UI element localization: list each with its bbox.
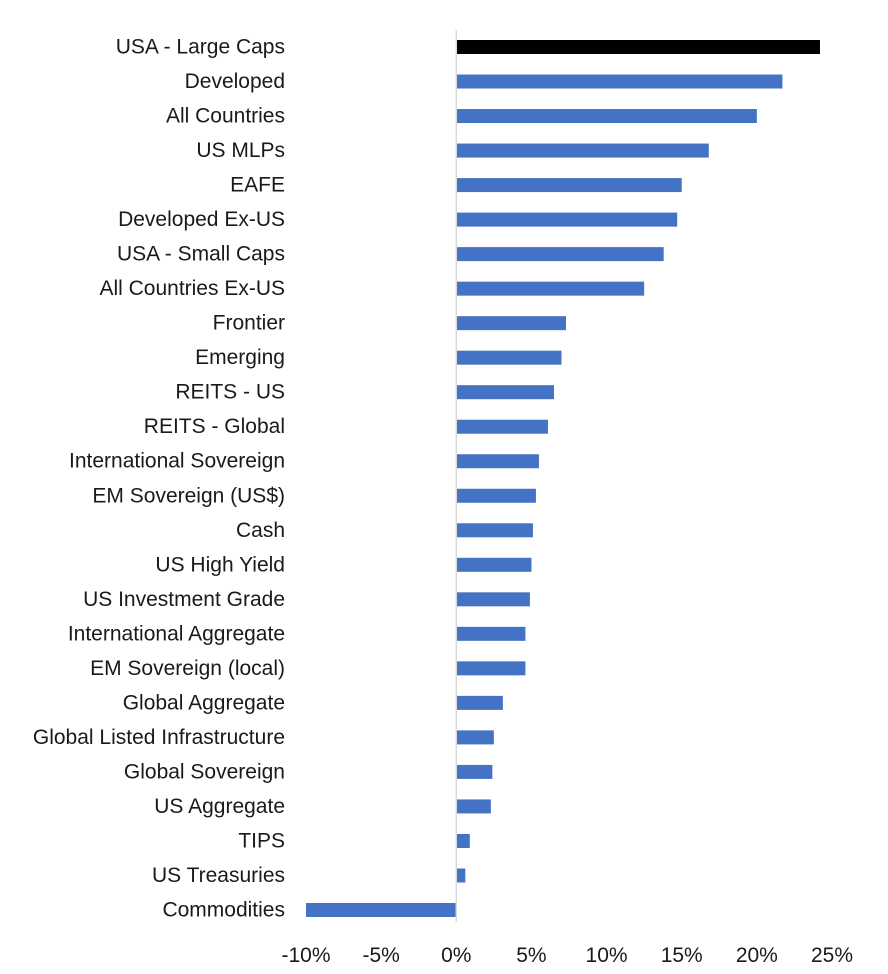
bar-international-aggregate xyxy=(456,626,526,641)
bar-developed xyxy=(456,74,783,89)
category-label: Cash xyxy=(236,519,285,542)
bar-global-sovereign xyxy=(456,764,493,779)
category-label: USA - Small Caps xyxy=(117,243,285,266)
category-label: Emerging xyxy=(195,346,285,369)
category-label: International Sovereign xyxy=(69,450,285,473)
bar-developed-ex-us xyxy=(456,212,678,227)
bar-us-aggregate xyxy=(456,799,491,814)
bar-international-sovereign xyxy=(456,454,539,469)
bar-cash xyxy=(456,523,533,538)
bar-reits-global xyxy=(456,419,548,434)
bar-all-countries xyxy=(456,109,757,124)
category-label: All Countries Ex-US xyxy=(99,277,285,300)
bar-us-investment-grade xyxy=(456,592,530,607)
bar-eafe xyxy=(456,178,682,193)
category-label: REITS - US xyxy=(175,381,285,404)
category-label: Frontier xyxy=(213,312,285,335)
category-label: EM Sovereign (local) xyxy=(90,657,285,680)
category-label: Global Listed Infrastructure xyxy=(33,726,285,749)
bar-emerging xyxy=(456,350,562,365)
x-tick-label: -5% xyxy=(362,944,399,967)
category-label: Developed xyxy=(185,70,285,93)
bar-frontier xyxy=(456,316,566,331)
x-tick-label: 20% xyxy=(736,944,778,967)
bar-all-countries-ex-us xyxy=(456,281,645,296)
bar-us-mlps xyxy=(456,143,709,158)
bar-reits-us xyxy=(456,385,554,400)
bar-global-aggregate xyxy=(456,695,503,710)
x-tick-label: 10% xyxy=(586,944,628,967)
category-label: US Treasuries xyxy=(152,864,285,887)
category-label: US MLPs xyxy=(196,139,285,162)
category-label: EAFE xyxy=(230,174,285,197)
category-label: International Aggregate xyxy=(68,622,285,645)
bars-group xyxy=(306,40,820,917)
category-label: Global Sovereign xyxy=(124,760,285,783)
category-label: Developed Ex-US xyxy=(118,208,285,231)
x-tick-label: -10% xyxy=(281,944,330,967)
bar-usa-small-caps xyxy=(456,247,664,262)
category-label: TIPS xyxy=(238,829,285,852)
x-tick-label: 15% xyxy=(661,944,703,967)
bar-tips xyxy=(456,833,470,848)
bar-commodities xyxy=(306,903,457,917)
bar-global-listed-infrastructure xyxy=(456,730,494,745)
bar-em-sovereign-local xyxy=(456,661,526,676)
x-tick-label: 25% xyxy=(811,944,853,967)
x-tick-label: 0% xyxy=(441,944,471,967)
category-labels: USA - Large Caps Developed All Countries US… xyxy=(33,36,285,922)
category-label: US High Yield xyxy=(155,553,285,576)
category-label: Commodities xyxy=(162,899,285,922)
x-tick-label: 5% xyxy=(516,944,546,967)
category-label: All Countries xyxy=(166,105,285,128)
category-label: REITS - Global xyxy=(144,415,285,438)
category-label: US Aggregate xyxy=(154,795,285,818)
bar-em-sovereign-us xyxy=(456,488,536,503)
bar-us-high-yield xyxy=(456,557,532,572)
bar-us-treasuries xyxy=(456,868,466,883)
bar-usa-large-caps xyxy=(456,40,820,54)
category-label: US Investment Grade xyxy=(83,588,285,611)
x-axis-tick-labels: -10% -5% 0% 5% 10% 15% 20% 25% xyxy=(281,944,853,967)
category-label: USA - Large Caps xyxy=(116,36,285,59)
category-label: Global Aggregate xyxy=(123,691,285,714)
category-label: EM Sovereign (US$) xyxy=(92,484,285,507)
